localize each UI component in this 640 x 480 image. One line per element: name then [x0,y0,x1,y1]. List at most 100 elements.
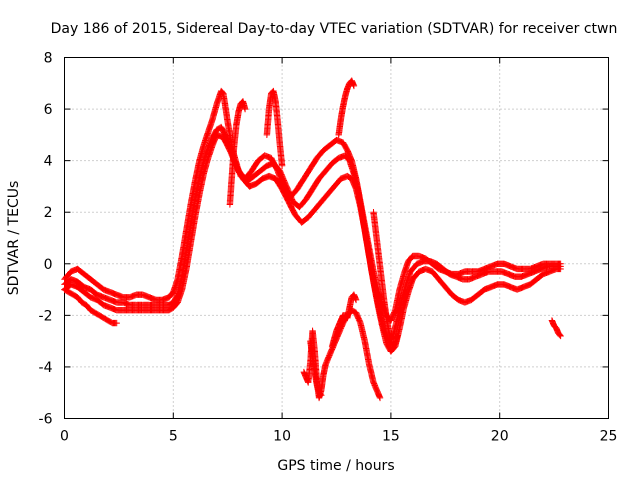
data-point-trace [274,120,283,148]
data-point-trace [183,202,194,233]
data-point-trace [527,276,539,287]
data-point-trace [286,199,298,217]
data-point-trace [94,282,106,292]
data-point-trace [88,276,100,287]
data-point [278,162,286,169]
data-point-trace [272,99,281,124]
data-point-trace [390,315,401,338]
data-point-trace [71,292,80,300]
data-point-trace [192,158,203,184]
data-point-trace [196,143,207,163]
data-point-trace [303,186,316,202]
data-point-trace [263,107,273,137]
data-point-trace [314,148,326,161]
data-point-trace [345,173,354,182]
data-point-trace [220,135,233,153]
data-points [61,77,564,402]
data-point-trace [253,176,265,187]
data-point [350,82,358,90]
data-point-trace [251,168,263,179]
data-point-trace [277,168,290,189]
data-point [241,105,249,113]
data-point-trace [279,186,292,204]
data-point-trace [337,104,346,122]
y-tick-label: 6 [44,102,53,118]
data-point-trace [229,143,238,176]
data-point-trace [434,261,446,272]
data-point-trace [233,163,246,181]
y-tick-label: -6 [39,412,53,428]
data-point-trace [105,318,115,326]
data-point-trace [75,266,87,277]
data-point-trace [346,158,357,176]
data-point-trace [405,253,416,264]
data-point-trace [101,315,111,324]
data-point-trace [92,310,102,318]
data-point-trace [97,312,106,321]
data-point-trace [366,362,377,385]
data-point-trace [342,153,352,163]
data-point-trace [331,176,344,189]
data-point-trace [273,176,285,192]
data-point-trace [179,228,190,258]
data-point-trace [283,184,296,204]
data-point-trace [83,302,94,313]
data-point-trace [226,171,236,207]
y-tick-label: 0 [44,257,53,273]
data-point-trace [81,289,93,300]
data-point-trace [318,191,331,205]
data-point [318,392,325,399]
data-point-trace [301,166,313,181]
data-point-trace [62,287,71,295]
data-point-trace [374,246,384,269]
data-point-trace [361,228,373,258]
data-point-trace [62,269,74,282]
data-point [394,332,401,340]
data-point-trace [75,279,87,290]
data-point-trace [408,261,420,274]
data-point [376,394,384,402]
data-point-trace [410,269,422,282]
data-point-trace [401,259,412,277]
data-point [352,296,360,304]
data-point-trace [249,158,261,174]
data-point-trace [349,307,359,316]
data-point-trace [398,282,409,302]
data-point-trace [183,241,194,271]
data-point-trace [231,122,240,148]
data-point-trace [342,313,350,321]
data-point-trace [321,142,333,153]
data-point-trace [394,297,405,320]
y-tick-label: 2 [44,205,53,221]
data-point-trace [310,176,322,192]
x-tick-label: 5 [169,429,178,445]
data-point-trace [81,271,93,282]
data-point-trace [200,156,211,176]
data-point-trace [218,88,226,96]
data-point-trace [179,267,190,292]
data-point-trace [297,197,309,210]
data-point-trace [187,215,199,246]
y-tick-label: 8 [44,51,53,67]
data-point-trace [405,277,416,295]
x-tick-label: 10 [273,429,291,445]
data-point-trace [449,292,461,303]
data-point-trace [75,295,85,305]
data-point-trace [276,143,286,168]
data-point-trace [170,277,181,295]
data-point-trace [436,277,448,290]
axes: 0 5 10 15 20 25 -6 -4 -2 0 2 4 6 8 [39,51,618,445]
y-tick-label: -2 [39,308,53,324]
data-point-trace [361,339,373,367]
data-point-trace [258,163,270,174]
data-point-trace [401,290,412,310]
data-point-trace [66,289,76,298]
data-point-trace [271,161,283,174]
grid-lines [64,57,609,419]
data-point-trace [305,207,318,220]
data-point-trace [340,140,350,153]
x-axis-label: GPS time / hours [277,458,394,474]
chart-title: Day 186 of 2015, Sidereal Day-to-day VTE… [51,21,618,37]
data-point [557,332,564,340]
